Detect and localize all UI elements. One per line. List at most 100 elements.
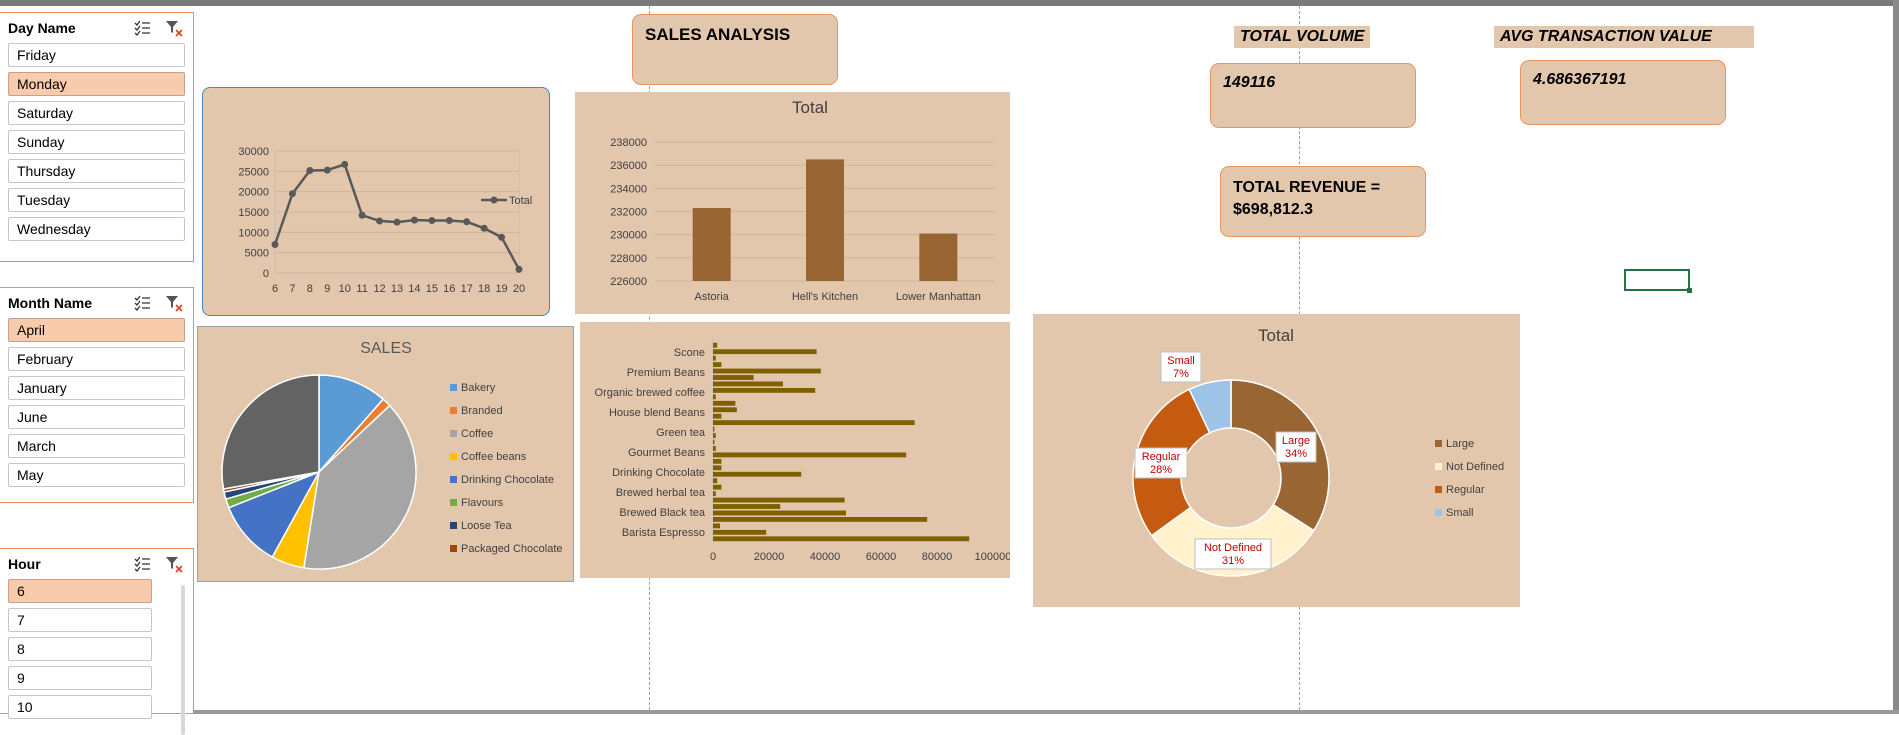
selected-cell[interactable] <box>1624 269 1692 293</box>
x-tick-label: 6 <box>272 283 278 295</box>
x-tick-label: 18 <box>478 283 490 295</box>
total-revenue-value: $698,812.3 <box>1233 201 1314 218</box>
slicer-item-hour[interactable]: 6 <box>8 579 152 603</box>
data-label: 28% <box>1150 464 1172 476</box>
page-title: SALES ANALYSIS <box>645 25 791 44</box>
bar <box>713 420 915 426</box>
pie-slice <box>221 374 320 490</box>
pie-slice <box>318 374 385 474</box>
y-tick-label: 226000 <box>610 276 647 288</box>
legend-swatch <box>450 407 457 414</box>
slicer-item-day[interactable]: Monday <box>8 72 185 96</box>
bar <box>713 426 715 432</box>
y-tick-label: Scone <box>674 347 705 359</box>
hourly-line-chart[interactable]: 0 5000 10000 15000 20000 25000 30000 6 7 8 9 10 11 12… <box>202 87 550 316</box>
y-tick-label: Brewed Black tea <box>619 507 705 519</box>
x-tick-label: 7 <box>289 283 295 295</box>
slicer-title: Hour <box>8 556 41 572</box>
bar <box>713 458 722 464</box>
bar <box>713 478 718 484</box>
hbar-chart-svg: Scone Premium Beans Organic brewed coffee H… <box>595 337 1011 563</box>
multi-select-icon[interactable] <box>133 294 151 312</box>
slicer-title: Day Name <box>8 20 76 36</box>
y-tick-label: 234000 <box>610 183 647 195</box>
legend-swatch <box>450 522 457 529</box>
x-tick-label: 80000 <box>922 551 953 563</box>
line-chart-svg: 0 5000 10000 15000 20000 25000 30000 6 7 8 9 10 11 12… <box>238 146 532 295</box>
size-donut-chart[interactable]: Total Large 34% Not Defined 31% Regular 28% Sma… <box>1033 314 1520 607</box>
multi-select-icon[interactable] <box>133 555 151 573</box>
x-tick-label: 12 <box>373 283 385 295</box>
data-point <box>341 160 349 168</box>
day-slicer-header: Day Name <box>0 13 193 43</box>
slicer-item-month[interactable]: May <box>8 463 185 487</box>
bar <box>713 368 821 374</box>
slicer-item-month[interactable]: March <box>8 434 185 458</box>
y-tick-label: 30000 <box>238 146 269 158</box>
slicer-item-day[interactable]: Wednesday <box>8 217 185 241</box>
slicer-item-hour[interactable]: 7 <box>8 608 152 632</box>
slicer-item-hour[interactable]: 9 <box>8 666 152 690</box>
bar <box>713 375 754 380</box>
legend-swatch <box>450 384 457 391</box>
slicer-item-month[interactable]: January <box>8 376 185 400</box>
sales-pie-chart[interactable]: SALES Bakery Branded Coffee Coffee beans Drin… <box>197 326 574 582</box>
product-bar-chart[interactable]: Scone Premium Beans Organic brewed coffee H… <box>580 322 1011 578</box>
slicer-scrollbar[interactable] <box>181 585 185 735</box>
data-label: 7% <box>1173 368 1189 380</box>
total-volume-value: 149116 <box>1223 74 1276 91</box>
bar <box>692 208 731 281</box>
bar <box>713 394 716 400</box>
vertical-scrollbar[interactable] <box>1893 0 1899 714</box>
y-tick-label: Premium Beans <box>627 367 706 379</box>
horizontal-scrollbar[interactable] <box>0 710 1899 714</box>
legend-swatch <box>450 453 457 460</box>
data-label-box <box>1160 351 1202 383</box>
y-tick-label: House blend Beans <box>609 407 706 419</box>
total-volume-box: 149116 <box>1210 63 1416 128</box>
bar <box>713 536 970 542</box>
x-tick-label: 15 <box>426 283 438 295</box>
data-point <box>463 218 471 226</box>
slicer-item-month[interactable]: June <box>8 405 185 429</box>
slicer-item-day[interactable]: Tuesday <box>8 188 185 212</box>
title-box: SALES ANALYSIS <box>632 14 838 85</box>
legend-label: Drinking Chocolate <box>461 474 554 486</box>
bar <box>713 529 767 535</box>
legend-label: Coffee <box>461 428 493 440</box>
bar <box>713 465 722 471</box>
x-tick-label: 19 <box>495 283 507 295</box>
x-tick-label: 16 <box>443 283 455 295</box>
y-tick-label: 10000 <box>238 227 269 239</box>
bar <box>713 452 907 458</box>
store-bar-chart[interactable]: Total 226000 228000 230000 232000 234000 23600… <box>575 92 1010 314</box>
slicer-item-hour[interactable]: 10 <box>8 695 152 719</box>
legend-label: Flavours <box>461 497 504 509</box>
legend-label: Coffee beans <box>461 451 527 463</box>
data-point <box>480 224 488 232</box>
clear-filter-icon[interactable] <box>165 19 183 37</box>
bar <box>806 159 844 281</box>
bar <box>713 497 845 503</box>
slicer-item-month[interactable]: February <box>8 347 185 371</box>
clear-filter-icon[interactable] <box>165 555 183 573</box>
multi-select-icon[interactable] <box>133 19 151 37</box>
slicer-item-day[interactable]: Thursday <box>8 159 185 183</box>
x-tick-label: Lower Manhattan <box>896 291 981 303</box>
donut-slice <box>1188 379 1232 434</box>
slicer-item-hour[interactable]: 8 <box>8 637 152 661</box>
x-tick-label: 11 <box>356 283 367 295</box>
bar <box>713 400 736 406</box>
x-tick-label: 17 <box>461 283 473 295</box>
data-point <box>515 265 523 273</box>
slicer-item-month[interactable]: April <box>8 318 185 342</box>
chart-title: Total <box>1258 326 1294 345</box>
slicer-item-day[interactable]: Saturday <box>8 101 185 125</box>
data-label-box <box>1134 447 1188 479</box>
clear-filter-icon[interactable] <box>165 294 183 312</box>
slicer-item-day[interactable]: Friday <box>8 43 185 67</box>
legend-marker <box>490 196 498 204</box>
slicer-item-day[interactable]: Sunday <box>8 130 185 154</box>
month-name-slicer: Month Name April February January June March… <box>0 287 194 503</box>
bar <box>713 387 816 393</box>
